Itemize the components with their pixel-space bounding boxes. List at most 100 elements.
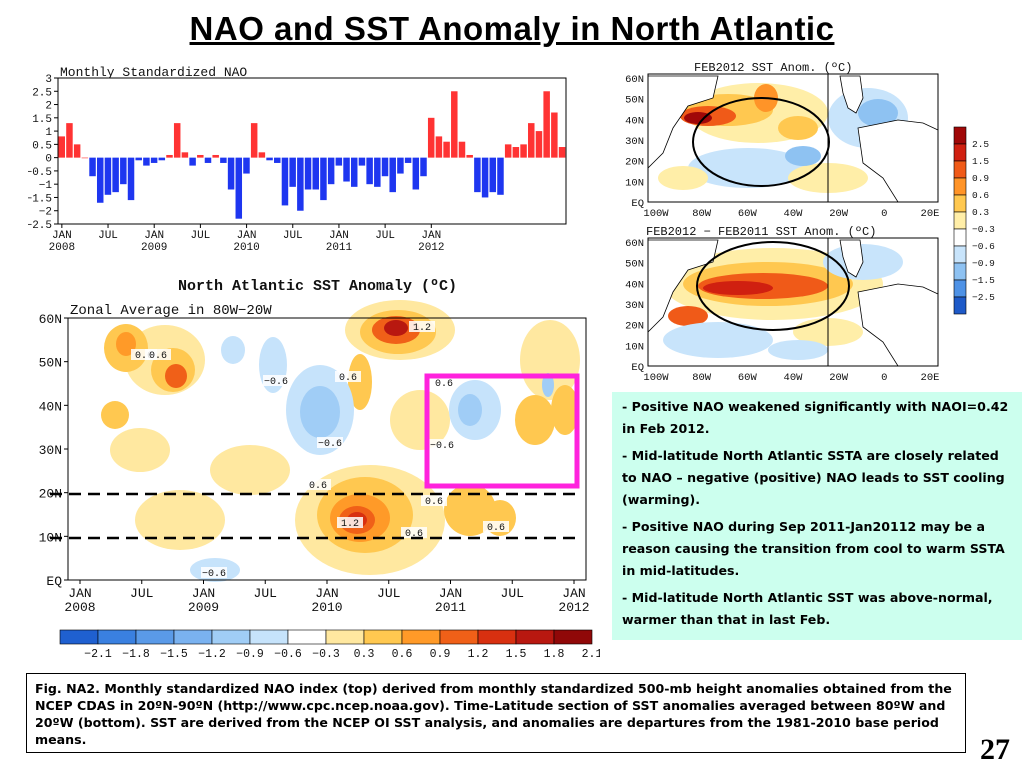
hov-colorbar-swatch — [211, 629, 251, 645]
contour-label-bg — [421, 495, 447, 506]
map-lon-label: 80W — [692, 372, 712, 384]
nao-bar — [104, 157, 112, 195]
nao-y-axis: 32.5 21.510.5 0−0.5−1−1.5 −2−2.5 — [28, 74, 58, 232]
map-colorbar-label: 0.6 — [972, 190, 989, 201]
map-colorbar-swatch — [953, 245, 967, 264]
hov-colorbar-label: −2.1 — [84, 648, 112, 661]
map-lat-label: EQ — [631, 362, 644, 374]
nao-bar — [420, 157, 427, 177]
map-lon-label: 20E — [921, 372, 940, 384]
nao-y-tick-label: 2.5 — [32, 87, 52, 99]
hov-y-tick-label: EQ — [46, 574, 62, 589]
map-lon-label: 0 — [881, 372, 887, 384]
nao-bar — [297, 157, 304, 211]
nao-bar — [66, 123, 73, 158]
nao-x-month: JAN — [52, 230, 72, 242]
contour-label: 0.6 — [309, 481, 327, 492]
nao-x-month: JAN — [237, 230, 257, 242]
nao-bar — [343, 157, 350, 182]
nao-y-tick-label: −2 — [39, 207, 52, 219]
map-lat-label: 30N — [625, 300, 644, 312]
nao-bar — [535, 131, 543, 158]
nao-bar — [497, 157, 504, 195]
nao-plot-frame — [57, 77, 567, 225]
nao-y-tick-label: 1 — [45, 127, 52, 139]
map2-highlight-ellipse — [696, 241, 850, 331]
contour-label-bg — [317, 437, 343, 448]
nao-y-tick-label: 0.5 — [32, 140, 52, 152]
hov-y-tick-label: 60N — [39, 312, 62, 327]
map-lon-label: 100W — [643, 372, 669, 384]
contour-label-bg — [335, 371, 361, 382]
map2-frame — [647, 237, 939, 367]
nao-bar — [143, 157, 150, 166]
nao-bar — [281, 157, 289, 206]
hov-colorbar-label: 0.9 — [430, 648, 451, 661]
nao-bar — [274, 157, 281, 163]
map-colorbar-swatch — [953, 211, 967, 230]
map-lat-label: 20N — [625, 321, 644, 333]
map-lat-label: 50N — [625, 95, 644, 107]
hov-colorbar-swatch — [363, 629, 403, 645]
sst-anomaly-field — [101, 300, 580, 582]
map-colorbar-swatch — [953, 177, 967, 196]
nao-bar — [227, 157, 235, 190]
map-lat-label: 60N — [625, 74, 644, 86]
nao-bar — [120, 157, 127, 185]
map-colorbar-swatch — [953, 194, 967, 213]
nao-bar — [458, 141, 466, 158]
nao-bar — [327, 157, 335, 185]
hov-colorbar-label: −1.5 — [160, 648, 188, 661]
map-lon-label: 0 — [881, 208, 887, 220]
hovmoller-colorbar: −2.1 −1.8 −1.5 −1.2 −0.9 −0.6 −0.3 0.3 0.6 0.9 1.2… — [59, 629, 600, 661]
map-colorbar-swatch — [953, 126, 967, 145]
contour-label: 1.2 — [413, 323, 431, 334]
nao-y-tick-label: 3 — [45, 74, 52, 86]
hov-colorbar-swatch — [287, 629, 327, 645]
hov-colorbar-swatch — [477, 629, 517, 645]
nao-x-year: 2008 — [49, 242, 75, 254]
slide-title: NAO and SST Anomaly in North Atlantic — [189, 10, 835, 47]
map-lon-label: 80W — [692, 208, 712, 220]
contour-label: 0.6 — [405, 529, 423, 540]
highlight-box — [424, 373, 580, 489]
map-lat-label: 50N — [625, 259, 644, 271]
hov-x-month: JUL — [254, 586, 277, 601]
hov-x-month: JAN — [68, 586, 91, 601]
hov-x-month: JAN — [192, 586, 215, 601]
map-lat-label: 40N — [625, 115, 644, 127]
sst-hovmoller-chart: North Atlantic SST Anomaly (ºC) — [30, 270, 600, 665]
map-colorbar-label: −0.9 — [972, 258, 995, 269]
map-feb2012-anom: FEB2012 SST Anom. (ºC) 60N 50N 40N 30N 20N 10… — [598, 58, 943, 222]
hovmoller-title: North Atlantic SST Anomaly (ºC) — [178, 278, 457, 295]
nao-bar — [166, 154, 173, 158]
nao-bar — [481, 157, 489, 198]
nao-bar — [335, 157, 343, 166]
hov-colorbar-swatch — [249, 629, 289, 645]
nao-bar — [358, 157, 366, 166]
bullet-2: - Mid-latitude North Atlantic SSTA are c… — [622, 448, 1005, 507]
hov-x-year: 2010 — [311, 600, 342, 615]
map-lat-label: 10N — [625, 341, 644, 353]
nao-bar — [451, 91, 458, 158]
nao-bar — [412, 157, 420, 190]
hov-x-month: JUL — [377, 586, 400, 601]
nao-x-month: JAN — [329, 230, 349, 242]
hov-colorbar-label: −0.9 — [236, 648, 264, 661]
map2-title: FEB2012 − FEB2011 SST Anom. (ºC) — [646, 225, 876, 239]
map2-anomaly-field — [663, 244, 903, 360]
nao-bar — [427, 117, 435, 158]
nao-bar-chart: Monthly Standardized NAO 3 2.5 2 1.5 1 0.5 0 −0… — [28, 62, 573, 262]
nao-bar — [89, 157, 96, 177]
map-colorbar-swatch — [953, 228, 967, 247]
figure-caption: Fig. NA2. Monthly standardized NAO index… — [26, 673, 966, 753]
hov-colorbar-label: 0.6 — [392, 648, 413, 661]
nao-x-year: 2010 — [233, 242, 259, 254]
hov-colorbar-label: −1.8 — [122, 648, 150, 661]
map-lat-label: 20N — [625, 157, 644, 169]
nao-x-month: JUL — [283, 230, 303, 242]
nao-bar — [96, 157, 104, 203]
hov-x-year: 2008 — [64, 600, 95, 615]
hov-colorbar-swatch — [325, 629, 365, 645]
